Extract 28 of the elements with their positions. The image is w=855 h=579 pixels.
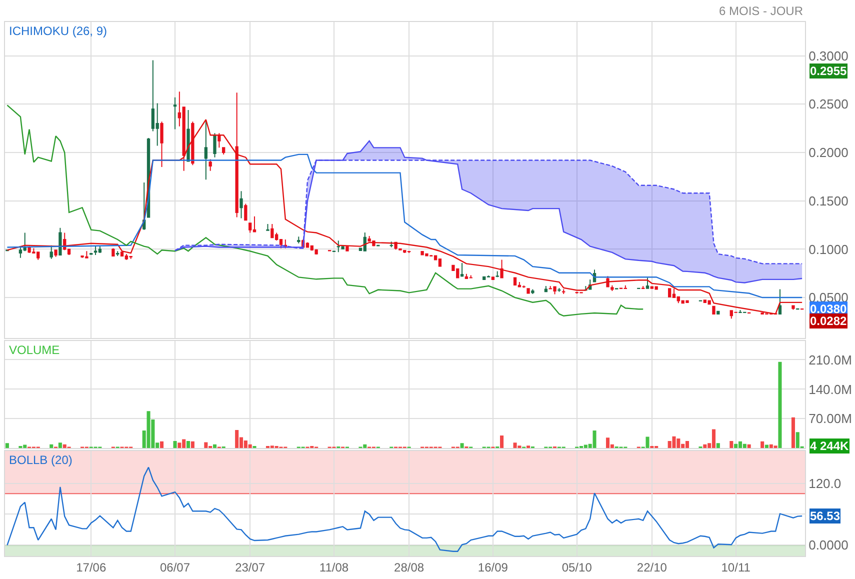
chart-title: BOLLB (20)	[9, 453, 72, 467]
annotation: 56.53	[810, 509, 840, 523]
text: 0.0282	[810, 314, 848, 328]
y-tick-label: 120.0	[808, 476, 842, 491]
text: 0.2955	[810, 64, 848, 78]
x-tick-label: 10/11	[721, 560, 751, 574]
y-tick-label: 140.0M	[808, 382, 852, 397]
x-tick-label: 06/07	[160, 560, 190, 574]
chart-title: ICHIMOKU (26, 9)	[9, 24, 108, 38]
text: 6 MOIS - JOUR	[719, 4, 804, 18]
annotation: 4 244K	[810, 439, 850, 453]
x-tick-label: 11/08	[319, 560, 349, 574]
x-tick-label: 22/10	[636, 560, 668, 574]
x-tick-label: 23/07	[235, 560, 266, 574]
y-tick-label: 210.0M	[808, 352, 852, 368]
annotation: 0.0380	[810, 302, 848, 316]
y-tick-label: 70.00M	[808, 411, 852, 426]
y-tick-label: 0.2000	[808, 145, 848, 160]
x-tick-label: 28/08	[394, 560, 424, 574]
x-tick-label: 16/09	[478, 560, 508, 574]
x-tick-label: 17/06	[76, 560, 106, 574]
y-tick-label: 0.2500	[808, 96, 848, 112]
y-tick-label: 0.0000	[808, 538, 848, 553]
y-tick-label: 0.1000	[808, 242, 848, 257]
x-tick-label: 05/10	[562, 560, 592, 574]
chart-title: VOLUME	[9, 343, 60, 357]
y-tick-label: 0.1500	[808, 193, 848, 208]
y-tick-label: 0.3000	[808, 48, 848, 64]
